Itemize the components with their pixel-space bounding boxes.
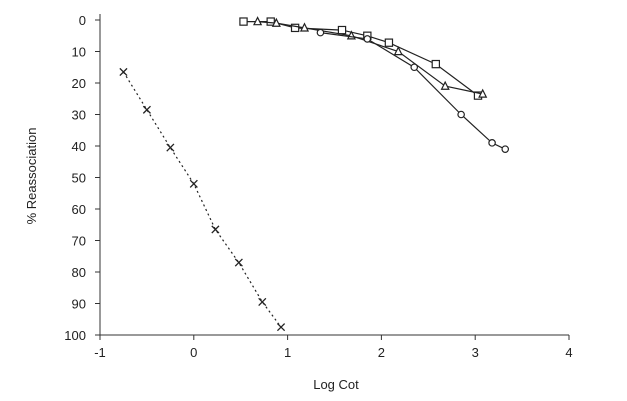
x-tick-label: 1 [284,345,291,360]
y-tick-label: 70 [72,234,86,249]
y-tick-label: 30 [72,108,86,123]
data-point [234,258,243,267]
y-tick-label: 10 [72,45,86,60]
x-tick-label: 3 [472,345,479,360]
data-point [253,16,263,26]
y-tick-label: 20 [72,76,86,91]
x-tick-label: 2 [378,345,385,360]
y-tick-label: 50 [72,171,86,186]
x-tick-label: 4 [565,345,572,360]
x-tick-label: -1 [94,345,106,360]
data-point [410,63,419,72]
y-tick-label: 40 [72,139,86,154]
data-point [501,145,510,153]
data-point [189,179,198,188]
data-point [478,88,488,98]
data-point [393,46,403,56]
data-point [337,25,347,35]
data-point [440,80,450,90]
data-point [276,323,286,332]
data-point [266,17,275,26]
data-point [142,105,151,114]
data-point [363,35,372,43]
series-x [119,67,286,332]
data-point [316,28,325,37]
data-point [211,225,220,234]
y-tick-label: 80 [72,265,86,280]
data-point [457,110,465,119]
data-point [384,38,394,47]
y-tick-label: 0 [79,13,86,28]
data-point [166,143,175,152]
data-point [119,67,128,77]
data-point [431,59,441,69]
y-axis-label: % Reassociation [24,128,39,225]
series-circle [316,28,510,153]
data-point [488,139,496,147]
y-tick-label: 90 [72,297,86,312]
data-point [299,22,310,32]
data-point [239,17,248,26]
x-tick-label: 0 [190,345,197,360]
y-tick-label: 100 [64,328,86,343]
x-axis-label: Log Cot [313,377,359,392]
data-point [271,17,281,27]
axes [99,14,569,336]
data-point [258,297,267,306]
y-tick-label: 60 [72,202,86,217]
data-point [290,23,300,33]
series-layer [119,16,510,332]
series-line [122,71,282,328]
